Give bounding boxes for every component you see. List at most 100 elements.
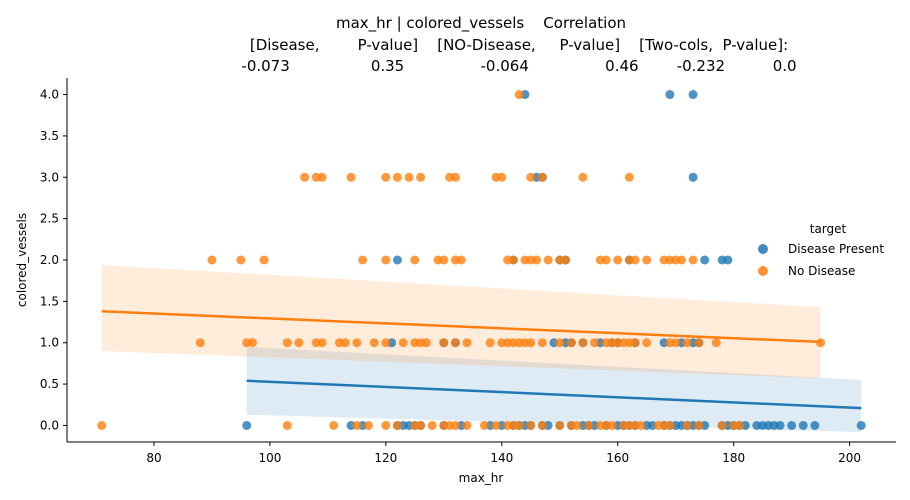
point-no-disease xyxy=(497,172,507,182)
point-no-disease xyxy=(555,338,565,348)
y-tick-label: 1.0 xyxy=(40,336,59,350)
point-no-disease xyxy=(584,420,594,430)
point-no-disease xyxy=(630,338,640,348)
point-no-disease xyxy=(532,255,542,265)
ci-band-no-disease xyxy=(101,264,821,379)
x-tick-label: 180 xyxy=(722,451,745,465)
point-no-disease xyxy=(450,420,460,430)
y-axis-label: colored_vessels xyxy=(15,213,29,307)
x-ticks: 80 100 120 140 160 180 200 xyxy=(146,442,861,465)
point-no-disease xyxy=(601,255,611,265)
point-no-disease xyxy=(317,172,327,182)
point-no-disease xyxy=(358,255,368,265)
point-no-disease xyxy=(694,338,704,348)
x-axis-label: max_hr xyxy=(459,471,504,485)
point-no-disease xyxy=(416,420,426,430)
y-tick-label: 0.0 xyxy=(40,418,59,432)
point-no-disease xyxy=(665,420,675,430)
y-ticks: 0.0 0.5 1.0 1.5 2.0 2.5 3.0 3.5 4.0 xyxy=(40,88,67,432)
point-no-disease xyxy=(300,172,310,182)
y-tick-label: 4.0 xyxy=(40,88,59,102)
point-no-disease xyxy=(97,420,107,430)
point-no-disease xyxy=(485,338,495,348)
point-disease-present xyxy=(798,420,808,430)
point-disease-present xyxy=(810,420,820,430)
point-disease-present xyxy=(392,255,402,265)
y-tick-label: 2.0 xyxy=(40,253,59,267)
point-no-disease xyxy=(352,420,362,430)
point-no-disease xyxy=(688,255,698,265)
point-disease-present xyxy=(787,420,797,430)
point-no-disease xyxy=(329,420,339,430)
point-no-disease xyxy=(462,338,472,348)
point-no-disease xyxy=(613,255,623,265)
point-no-disease xyxy=(508,255,518,265)
legend-title: target xyxy=(810,222,847,236)
legend: target Disease Present No Disease xyxy=(758,222,884,278)
point-no-disease xyxy=(479,420,489,430)
point-disease-present xyxy=(775,420,785,430)
point-no-disease xyxy=(352,338,362,348)
point-no-disease xyxy=(630,255,640,265)
point-disease-present xyxy=(688,172,698,182)
y-tick-label: 3.5 xyxy=(40,129,59,143)
point-no-disease xyxy=(566,338,576,348)
point-no-disease xyxy=(526,420,536,430)
point-no-disease xyxy=(537,172,547,182)
point-no-disease xyxy=(363,420,373,430)
confidence-bands xyxy=(101,264,862,433)
point-no-disease xyxy=(450,172,460,182)
point-no-disease xyxy=(340,338,350,348)
legend-label-disease-present: Disease Present xyxy=(788,242,884,256)
point-no-disease xyxy=(456,255,466,265)
regression-lines xyxy=(101,310,862,410)
point-disease-present xyxy=(242,420,252,430)
point-no-disease xyxy=(671,338,681,348)
point-no-disease xyxy=(294,338,304,348)
point-no-disease xyxy=(717,420,727,430)
point-no-disease xyxy=(537,338,547,348)
title-line-1: max_hr | colored_vessels Correlation xyxy=(336,14,626,33)
point-no-disease xyxy=(561,255,571,265)
point-no-disease xyxy=(526,338,536,348)
point-no-disease xyxy=(259,255,269,265)
point-no-disease xyxy=(381,172,391,182)
point-disease-present xyxy=(665,90,675,100)
point-no-disease xyxy=(195,338,205,348)
point-no-disease xyxy=(410,255,420,265)
point-no-disease xyxy=(555,420,565,430)
point-no-disease xyxy=(642,255,652,265)
y-tick-label: 2.5 xyxy=(40,212,59,226)
title-line-2: [Disease, P-value] [NO-Disease, P-value]… xyxy=(250,36,788,54)
point-no-disease xyxy=(590,338,600,348)
point-no-disease xyxy=(642,338,652,348)
point-no-disease xyxy=(439,255,449,265)
point-no-disease xyxy=(636,420,646,430)
point-no-disease xyxy=(282,420,292,430)
point-no-disease xyxy=(734,420,744,430)
point-no-disease xyxy=(711,338,721,348)
point-no-disease xyxy=(578,338,588,348)
point-no-disease xyxy=(404,172,414,182)
point-disease-present xyxy=(856,420,866,430)
legend-marker-disease-present xyxy=(758,244,768,254)
point-no-disease xyxy=(248,338,258,348)
point-no-disease xyxy=(462,420,472,430)
legend-marker-no-disease xyxy=(758,266,768,276)
point-no-disease xyxy=(381,255,391,265)
x-tick-label: 120 xyxy=(374,451,397,465)
point-no-disease xyxy=(369,338,379,348)
y-tick-label: 0.5 xyxy=(40,377,59,391)
fit-line-disease-present xyxy=(246,379,862,410)
data-points xyxy=(97,90,866,430)
fit-line-no-disease xyxy=(101,310,821,344)
point-no-disease xyxy=(381,420,391,430)
x-tick-label: 140 xyxy=(490,451,513,465)
point-no-disease xyxy=(677,255,687,265)
point-no-disease xyxy=(491,420,501,430)
point-no-disease xyxy=(421,338,431,348)
point-no-disease xyxy=(392,420,402,430)
point-no-disease xyxy=(282,338,292,348)
x-tick-label: 160 xyxy=(606,451,629,465)
